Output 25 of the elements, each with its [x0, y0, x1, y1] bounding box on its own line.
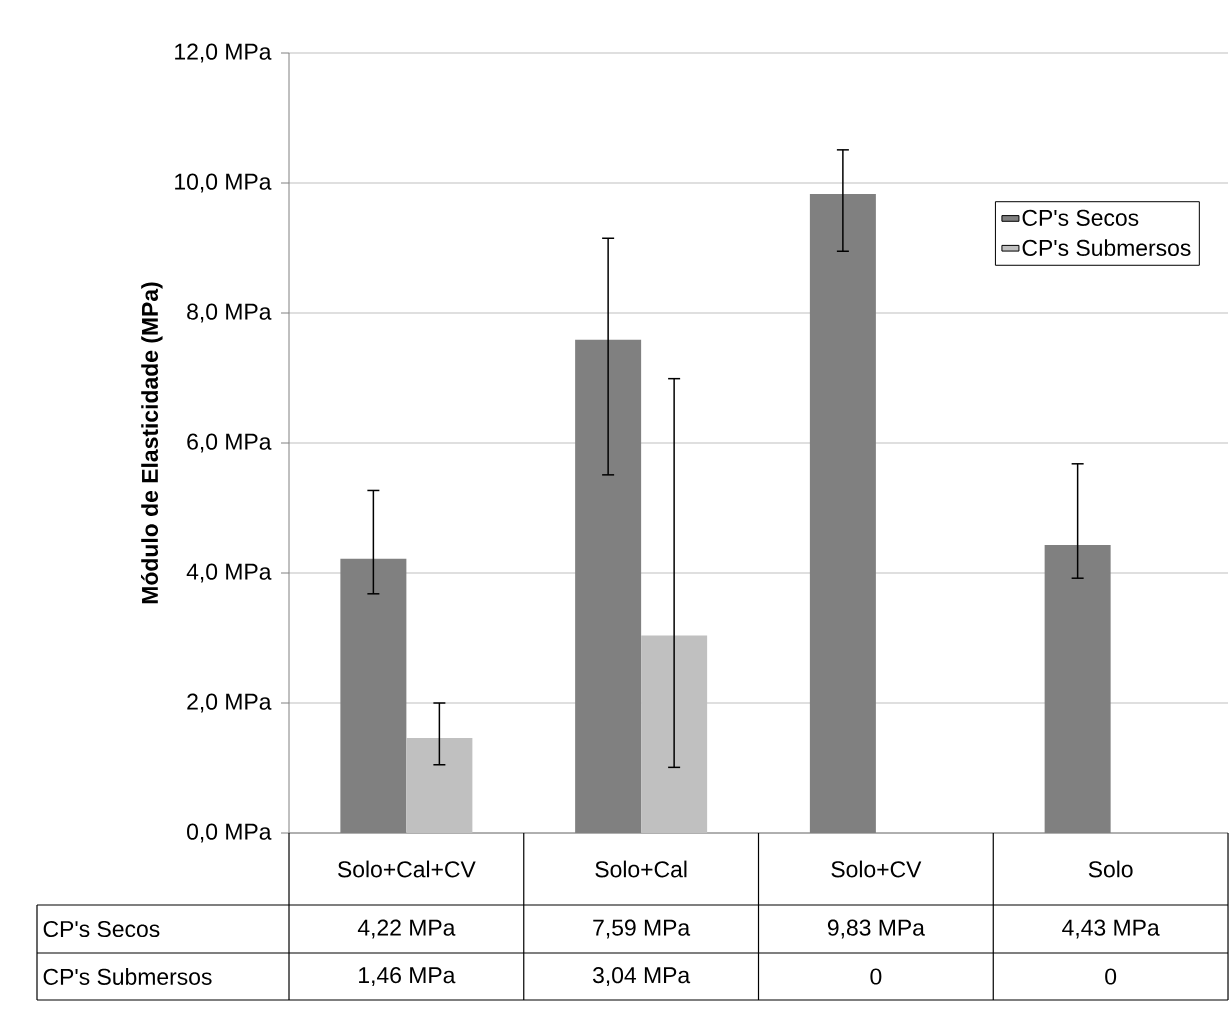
y-tick-label: 2,0 MPa — [187, 693, 272, 713]
y-axis-title: Módulo de Elasticidade (MPa) — [140, 282, 163, 604]
data-label: 7,59 MPa — [593, 919, 691, 939]
data-label: 4,22 MPa — [357, 919, 456, 939]
text: CP's Secos — [43, 920, 160, 938]
legend-label: CP's Secos — [1022, 209, 1139, 226]
text: CP's Submersos — [43, 968, 212, 985]
data-label: 0 — [1105, 968, 1117, 985]
x-tick-label: Solo — [1088, 860, 1133, 878]
data-label: 9,83 MPa — [827, 919, 925, 939]
x-tick-label: Solo+Cal+CV — [338, 860, 476, 878]
data-label: 3,04 MPa — [592, 967, 691, 986]
data-label: 1,46 MPa — [359, 967, 456, 986]
x-tick-label: Solo+Cal — [595, 860, 687, 878]
data-label: 4,43 MPa — [1062, 919, 1160, 939]
y-tick-label: 10,0 MPa — [175, 173, 272, 193]
x-tick-label: Solo+CV — [831, 860, 922, 878]
y-tick-label: 0,0 MPa — [187, 823, 272, 843]
y-tick-label: 12,0 MPa — [175, 43, 272, 63]
y-tick-label: 6,0 MPa — [187, 433, 272, 453]
data-label: 0 — [870, 968, 882, 985]
y-tick-label: 4,0 MPa — [186, 563, 272, 583]
legend-label: CP's Submersos — [1022, 239, 1191, 256]
bar — [406, 738, 473, 834]
y-tick-label: 8,0 MPa — [187, 303, 272, 323]
